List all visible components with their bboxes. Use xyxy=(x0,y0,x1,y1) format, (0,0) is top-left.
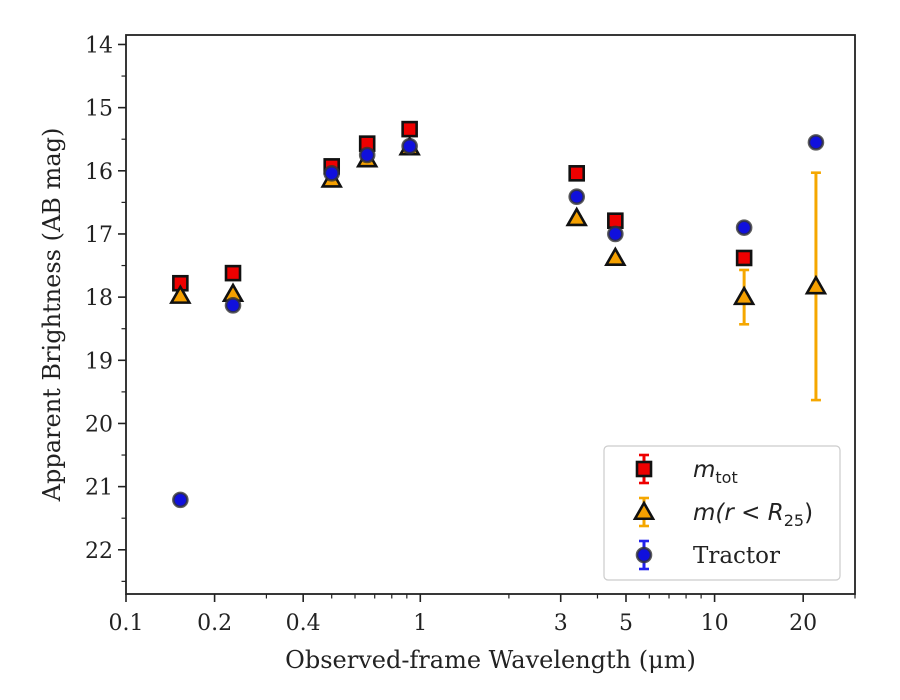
x-axis-ticks: 0.1 0.2 0.4 1 3 5 10 20 xyxy=(109,594,856,636)
y-tick-label: 21 xyxy=(85,476,113,501)
data-point-triangle xyxy=(565,206,588,227)
x-tick-label: 10 xyxy=(701,611,729,636)
data-point-circle xyxy=(735,219,753,236)
x-tick-label: 20 xyxy=(789,611,817,636)
legend-label: Tractor xyxy=(693,543,780,569)
data-point-square xyxy=(568,165,586,182)
data-point-circle xyxy=(607,225,624,243)
legend-label: mtot xyxy=(693,457,738,487)
x-tick-label: 3 xyxy=(554,611,568,636)
data-point-square xyxy=(735,249,753,267)
y-axis-ticks: 14 15 16 17 18 19 20 21 22 xyxy=(85,33,126,582)
series-tractor xyxy=(172,134,825,509)
data-point-circle xyxy=(323,165,341,182)
data-point-circle xyxy=(568,188,586,205)
y-tick-label: 19 xyxy=(85,349,113,374)
legend-marker-circle xyxy=(635,546,653,564)
x-tick-label: 0.2 xyxy=(197,611,232,636)
y-tick-label: 18 xyxy=(85,286,113,311)
data-point-triangle xyxy=(169,284,192,304)
data-point-circle xyxy=(172,491,189,509)
y-tick-label: 14 xyxy=(85,33,113,58)
data-point-circle xyxy=(224,297,242,314)
y-tick-label: 22 xyxy=(85,539,113,564)
x-tick-label: 1 xyxy=(413,611,427,636)
y-tick-label: 17 xyxy=(85,223,113,248)
data-point-triangle xyxy=(732,285,756,306)
series-m-tot xyxy=(172,120,753,292)
x-tick-label: 0.1 xyxy=(109,611,144,636)
plot-layer xyxy=(169,120,828,509)
series-m-r25 xyxy=(169,135,828,402)
data-point-circle xyxy=(358,146,376,164)
data-point-square xyxy=(401,120,418,138)
y-axis-label: Apparent Brightness (AB mag) xyxy=(38,128,66,503)
axes-layer: 0.1 0.2 0.4 1 3 5 10 20 14 15 16 17 18 19 20 21 22 Obse… xyxy=(38,33,856,674)
x-tick-label: 5 xyxy=(619,611,633,636)
legend-marker-triangle xyxy=(632,500,656,521)
y-tick-label: 16 xyxy=(85,160,113,185)
data-point-triangle xyxy=(804,274,828,295)
legend-label: m(r < R25) xyxy=(693,500,813,530)
y-tick-label: 20 xyxy=(85,412,113,437)
data-point-circle xyxy=(807,134,825,151)
data-point-square xyxy=(607,212,624,230)
x-tick-label: 0.4 xyxy=(286,611,321,636)
x-axis-label: Observed-frame Wavelength (μm) xyxy=(285,646,696,674)
y-tick-label: 15 xyxy=(85,97,113,122)
data-point-triangle xyxy=(604,246,627,267)
legend-frame xyxy=(603,445,841,581)
legend: mtot m(r < R25) Tractor xyxy=(603,445,841,581)
plot-frame xyxy=(125,34,856,595)
data-point-circle xyxy=(401,137,418,155)
legend-marker-square xyxy=(635,460,653,478)
data-point-square xyxy=(224,264,242,282)
